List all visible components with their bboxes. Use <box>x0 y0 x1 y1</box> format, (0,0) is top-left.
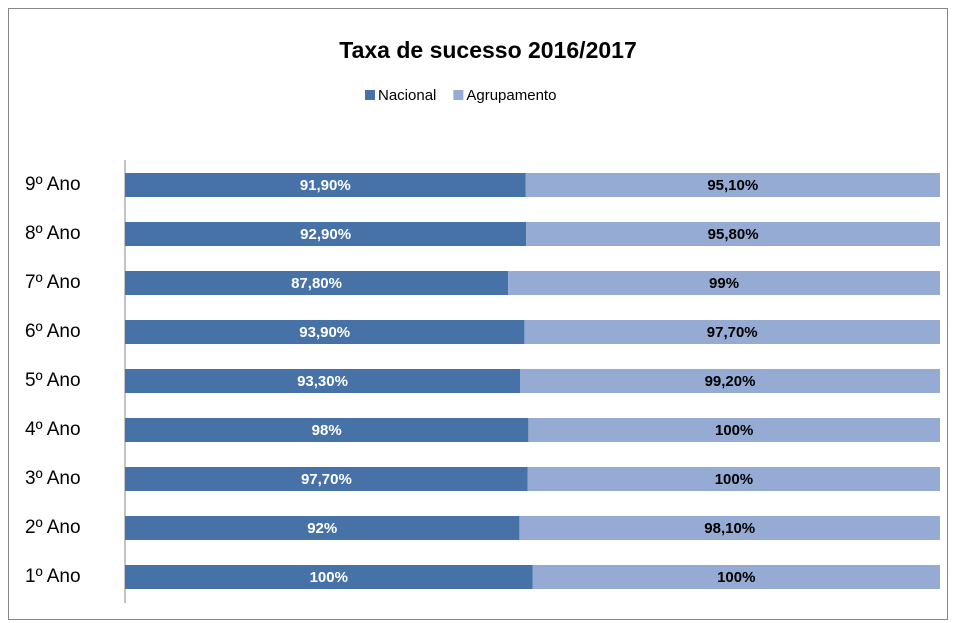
y-tick-label: 6º Ano <box>25 321 81 342</box>
legend-label: Nacional <box>378 87 436 104</box>
y-tick-label: 7º Ano <box>25 272 81 293</box>
bar-segment <box>125 271 509 295</box>
bar-segment <box>526 222 940 246</box>
data-label: 93,90% <box>299 324 350 341</box>
data-label: 93,30% <box>297 373 348 390</box>
data-label: 95,80% <box>708 226 759 243</box>
data-label: 98,10% <box>704 520 755 537</box>
data-label: 100% <box>715 422 753 439</box>
legend-swatch <box>365 90 375 100</box>
bar-segment <box>125 173 526 197</box>
data-label: 92,90% <box>300 226 351 243</box>
bar-segment <box>125 369 521 393</box>
y-tick-label: 9º Ano <box>25 174 81 195</box>
data-label: 92% <box>307 520 337 537</box>
bar-segment <box>125 565 533 589</box>
y-tick-label: 1º Ano <box>25 566 81 587</box>
bar-segment <box>125 467 528 491</box>
bar-segment <box>519 516 940 540</box>
y-tick-label: 5º Ano <box>25 370 81 391</box>
chart-title: Taxa de sucesso 2016/2017 <box>339 37 637 63</box>
data-label: 100% <box>717 569 755 586</box>
data-label: 100% <box>310 569 348 586</box>
bar-segment <box>527 467 940 491</box>
bar-segment <box>125 222 527 246</box>
data-label: 95,10% <box>707 177 758 194</box>
bar-segment <box>125 320 525 344</box>
data-label: 91,90% <box>300 177 351 194</box>
bar-segment <box>524 320 940 344</box>
y-tick-label: 4º Ano <box>25 419 81 440</box>
data-label: 97,70% <box>707 324 758 341</box>
legend-label: Agrupamento <box>466 87 556 104</box>
bar-segment <box>520 369 940 393</box>
data-label: 100% <box>715 471 753 488</box>
y-tick-label: 8º Ano <box>25 223 81 244</box>
bar-segment <box>528 418 940 442</box>
y-tick-label: 2º Ano <box>25 517 81 538</box>
data-label: 87,80% <box>291 275 342 292</box>
data-label: 97,70% <box>301 471 352 488</box>
y-tick-label: 3º Ano <box>25 468 81 489</box>
data-label: 99,20% <box>705 373 756 390</box>
bar-segment <box>125 516 520 540</box>
bar-segment <box>125 418 529 442</box>
bar-segment <box>508 271 940 295</box>
data-label: 99% <box>709 275 739 292</box>
data-label: 98% <box>312 422 342 439</box>
legend-swatch <box>453 90 464 100</box>
bar-segment <box>532 565 940 589</box>
bar-segment <box>525 173 940 197</box>
